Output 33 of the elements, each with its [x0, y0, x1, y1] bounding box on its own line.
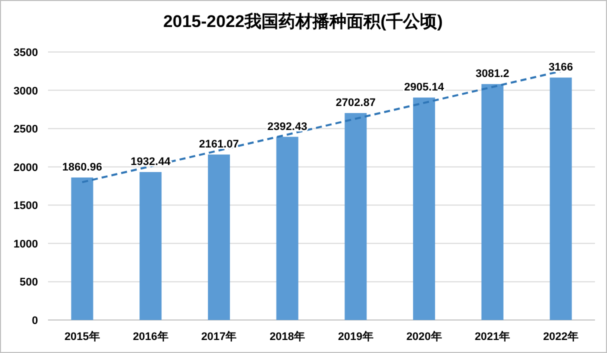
bar: [276, 136, 298, 320]
y-tick-label: 3000: [14, 85, 38, 98]
x-tick-label: 2018年: [270, 330, 306, 343]
x-tick-label: 2016年: [132, 330, 168, 343]
data-label: 2161.07: [199, 138, 239, 151]
data-label: 3166: [548, 62, 574, 74]
x-tick-label: 2020年: [406, 330, 442, 343]
bar: [140, 172, 162, 320]
x-tick-label: 2015年: [64, 330, 100, 343]
bar: [550, 78, 572, 320]
bar: [413, 98, 436, 320]
bar: [344, 113, 367, 320]
bar: [71, 178, 94, 320]
bar: [208, 154, 230, 320]
chart-title: 2015-2022我国药材播种面积(千公顷): [163, 12, 443, 31]
x-tick-label: 2019年: [338, 330, 374, 343]
data-label: 2392.43: [267, 120, 308, 133]
data-label: 1860.96: [62, 162, 102, 174]
data-label: 1932.44: [130, 156, 172, 168]
y-tick-label: 2500: [14, 124, 38, 136]
bar: [481, 84, 504, 320]
y-tick-label: 0: [32, 315, 38, 327]
x-tick-label: 2022年: [543, 330, 579, 343]
data-label: 2702.87: [336, 97, 376, 110]
y-tick-label: 2000: [14, 162, 38, 174]
y-tick-label: 1000: [14, 238, 38, 250]
x-tick-label: 2021年: [474, 330, 510, 343]
data-label: 2905.14: [404, 82, 445, 94]
y-tick-label: 1500: [14, 200, 38, 212]
y-tick-label: 3500: [14, 47, 38, 59]
data-label: 3081.2: [476, 68, 510, 80]
x-tick-label: 2017年: [201, 330, 237, 343]
y-tick-label: 500: [20, 276, 38, 289]
